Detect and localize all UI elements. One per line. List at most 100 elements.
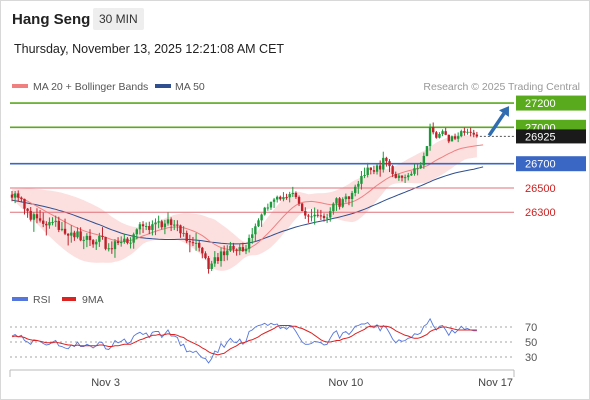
ma50-legend-swatch <box>155 84 171 88</box>
candle-body <box>466 131 469 133</box>
candle-body <box>29 210 32 220</box>
candle-body <box>447 134 450 142</box>
candle-body <box>63 228 67 234</box>
candle-body <box>282 197 285 200</box>
level-label-26300: 26300 <box>525 207 556 219</box>
candle-body <box>279 196 282 200</box>
ma50-legend-label: MA 50 <box>175 81 205 93</box>
candle-body <box>428 126 432 147</box>
candles <box>10 122 479 274</box>
candle-body <box>95 241 98 245</box>
x-tick-label: Nov 3 <box>91 377 120 389</box>
candle-body <box>151 224 154 230</box>
candle-body <box>54 220 57 223</box>
candle-body <box>419 165 422 169</box>
candle-body <box>88 235 92 241</box>
candle-body <box>269 201 273 208</box>
candle-body <box>260 214 263 221</box>
candle-body <box>238 247 241 251</box>
rsi-ma-line <box>11 324 477 356</box>
candle-body <box>148 226 151 230</box>
candle-body <box>101 235 104 237</box>
candle-body <box>76 231 79 238</box>
candle-body <box>394 174 397 178</box>
candle-body <box>132 234 135 243</box>
candle-body <box>244 248 248 252</box>
timeframe-badge[interactable]: 30 MIN <box>93 8 144 30</box>
candle-body <box>460 131 463 137</box>
candle-body <box>344 196 348 200</box>
candle-body <box>85 235 89 240</box>
candle-body <box>332 203 335 212</box>
candle-body <box>98 235 101 242</box>
candle-body <box>263 207 266 215</box>
candle-body <box>201 247 204 254</box>
candle-body <box>297 197 301 204</box>
candle-body <box>472 132 475 135</box>
candle-body <box>410 173 413 176</box>
candle-body <box>82 239 85 241</box>
last-price-label: 26925 <box>525 131 556 143</box>
candle-body <box>288 194 291 198</box>
candle-body <box>216 257 220 261</box>
candle-body <box>354 186 357 193</box>
candle-body <box>222 251 226 256</box>
candle-body <box>79 231 82 241</box>
credit-label: Research © 2025 Trading Central <box>423 81 580 93</box>
ma20-line <box>11 144 484 252</box>
candle-body <box>335 198 338 204</box>
candle-body <box>294 192 298 198</box>
candle-body <box>107 248 110 250</box>
candle-body <box>307 215 310 217</box>
rsi-level-label-30: 30 <box>525 352 537 364</box>
candle-body <box>435 132 438 138</box>
target-arrow-shaft <box>487 112 506 137</box>
candle-body <box>413 168 416 174</box>
candle-body <box>469 131 472 133</box>
candle-body <box>116 241 120 244</box>
bollinger-band <box>12 134 477 271</box>
candle-body <box>450 136 454 142</box>
candle-body <box>363 174 366 176</box>
candle-body <box>185 232 188 242</box>
candle-body <box>113 241 117 250</box>
candle-body <box>141 224 145 227</box>
candle-body <box>38 218 42 221</box>
ma50-line <box>11 166 484 245</box>
candle-body <box>73 232 76 238</box>
candle-body <box>110 248 114 250</box>
candle-body <box>247 237 251 249</box>
candle-body <box>463 131 466 133</box>
candle-body <box>173 224 176 226</box>
candle-body <box>322 215 326 219</box>
candle-body <box>176 224 179 226</box>
candle-body <box>20 197 23 199</box>
candle-body <box>375 165 379 172</box>
candle-body <box>254 226 257 235</box>
candle-body <box>23 198 26 209</box>
candle-body <box>232 245 235 250</box>
candle-body <box>378 165 382 170</box>
candle-body <box>338 198 341 207</box>
candle-body <box>407 175 410 178</box>
candle-body <box>329 211 332 218</box>
candle-body <box>126 238 129 244</box>
candle-body <box>42 220 45 224</box>
candle-body <box>285 197 288 199</box>
rsi-ma-legend-swatch <box>62 297 76 301</box>
candle-body <box>319 215 323 217</box>
candle-body <box>135 229 138 235</box>
candle-body <box>166 219 170 224</box>
candle-body <box>226 250 229 256</box>
candle-body <box>10 194 14 198</box>
candle-body <box>366 167 369 175</box>
candle-body <box>191 242 195 244</box>
candle-body <box>160 221 163 228</box>
candle-body <box>144 226 148 228</box>
candle-body <box>51 222 54 224</box>
candle-body <box>207 258 210 269</box>
candle-body <box>456 136 460 139</box>
candle-body <box>157 221 160 223</box>
